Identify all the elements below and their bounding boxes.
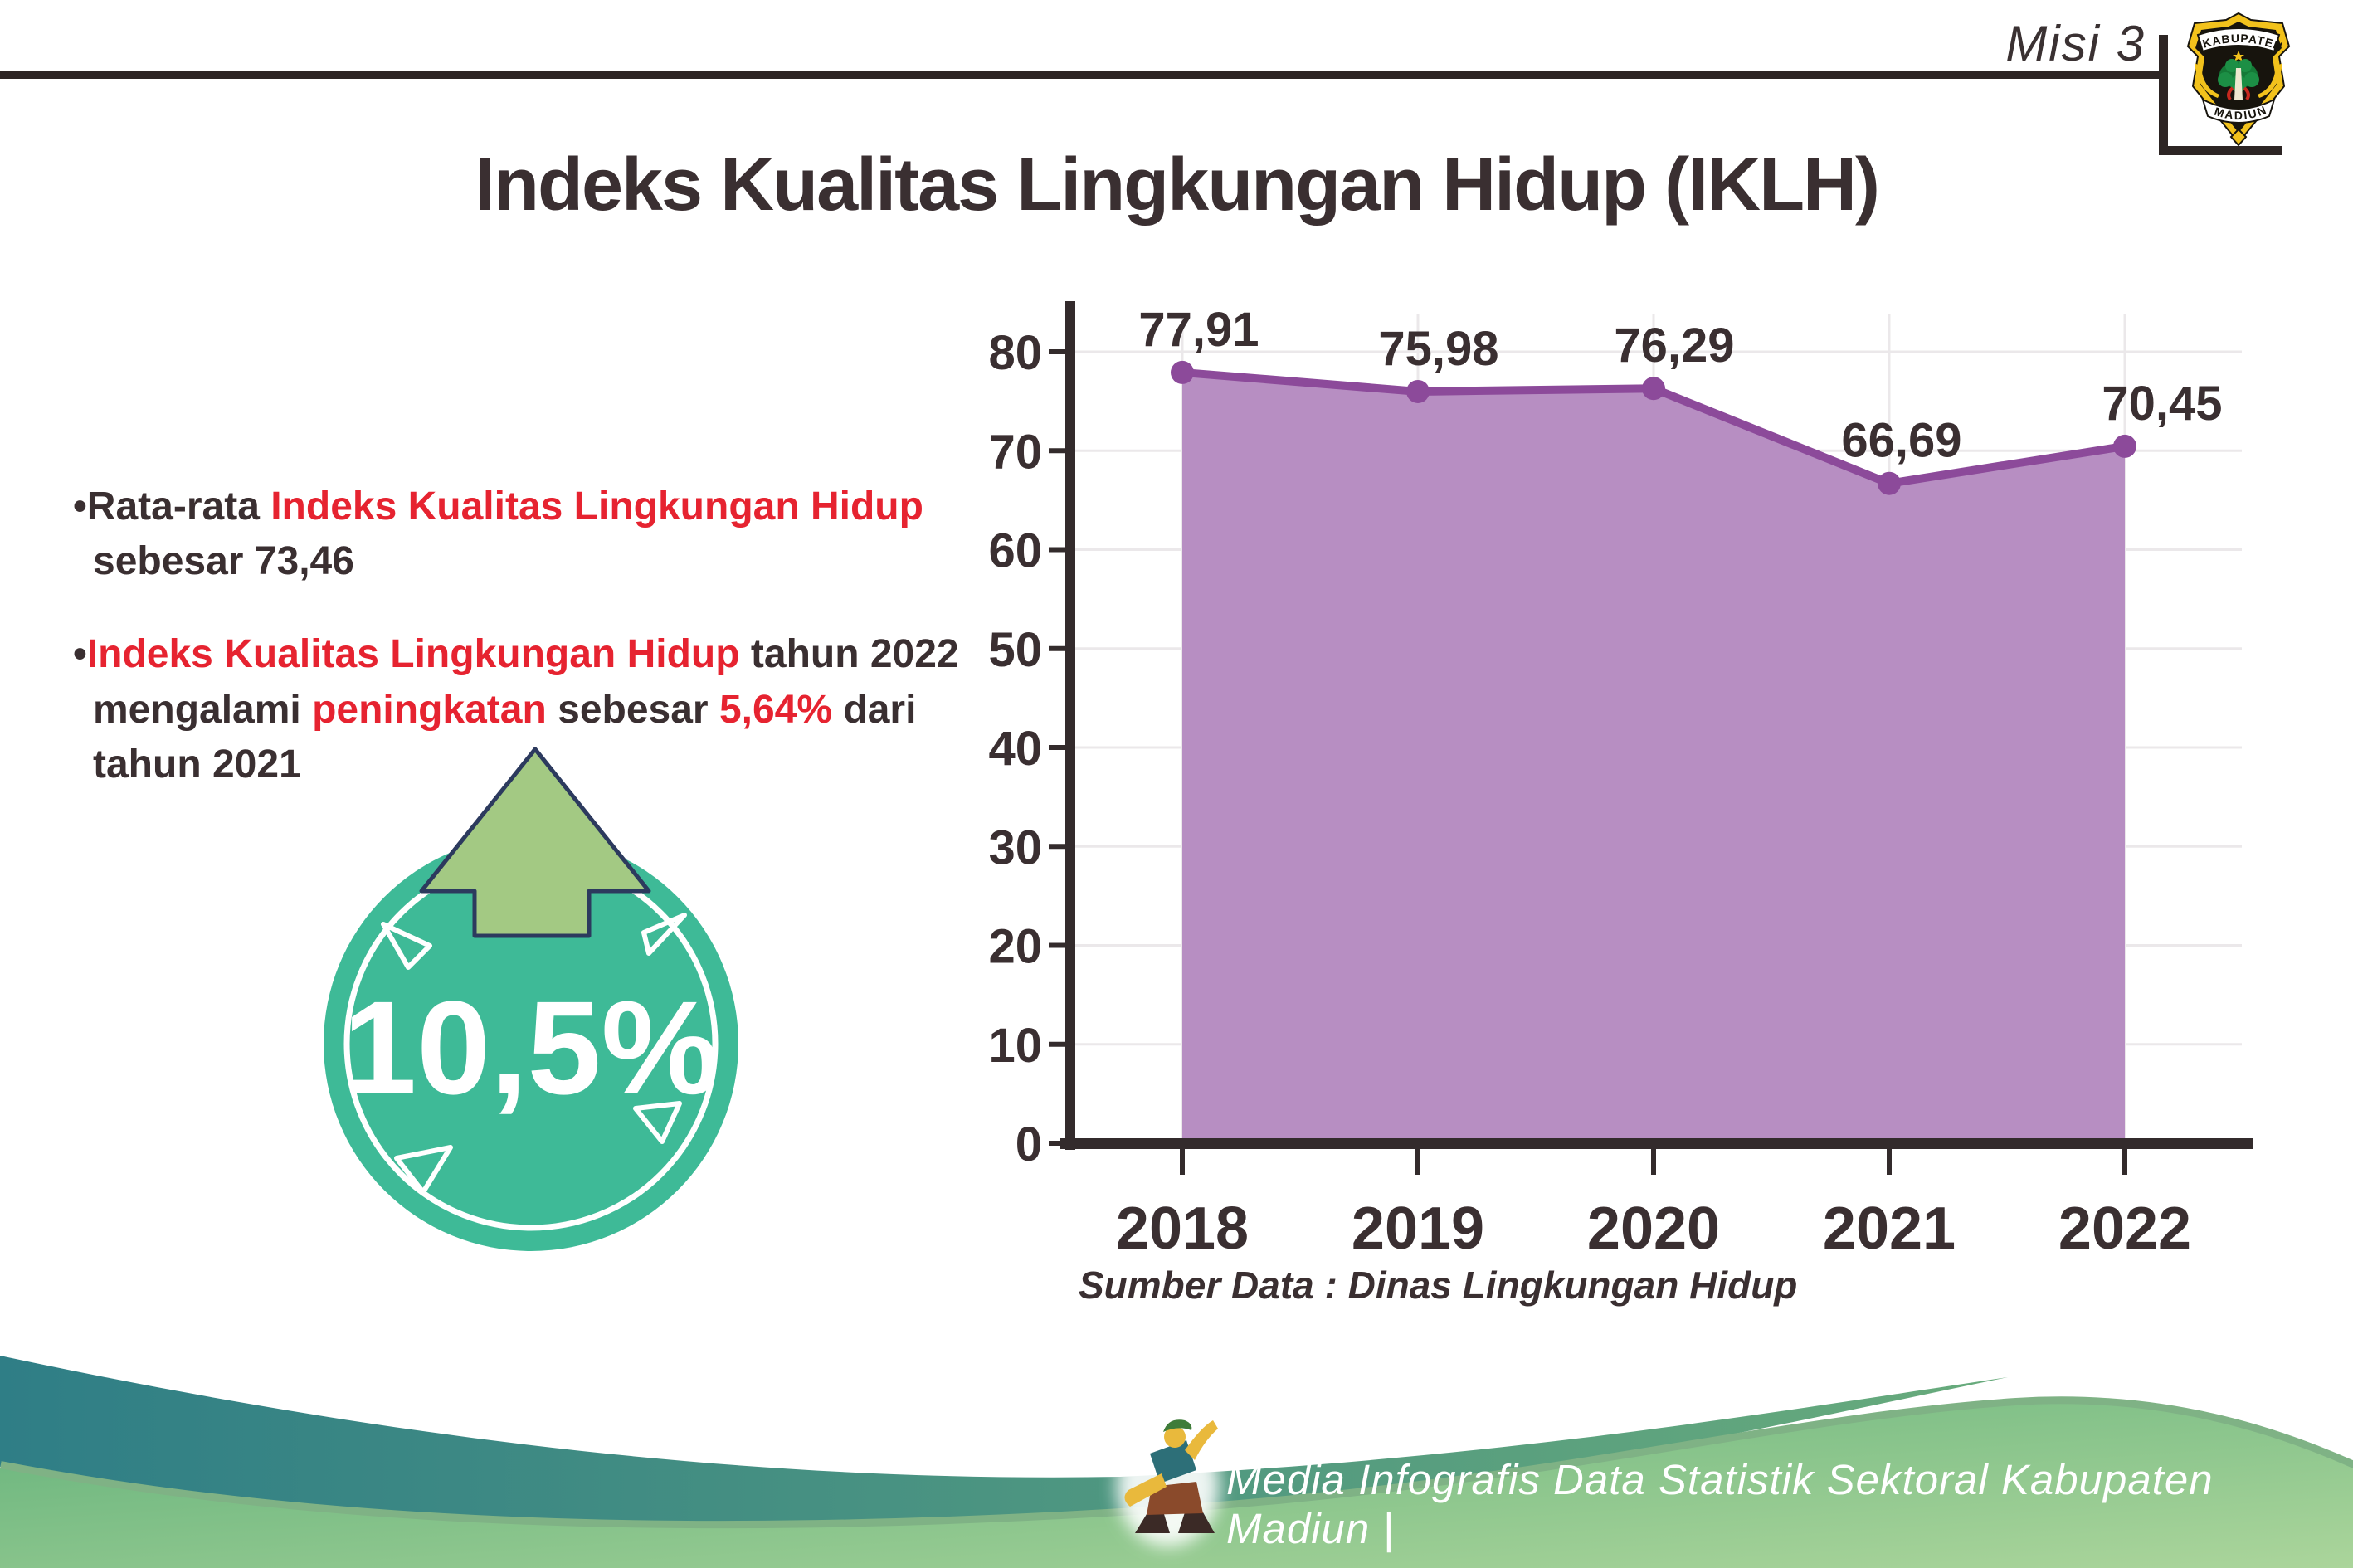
- bullet-text-segment: 5,64%: [719, 687, 833, 732]
- mascot-sarong: [1147, 1482, 1203, 1515]
- badge-accent-triangle: [641, 913, 687, 956]
- bullet-text-segment: Indeks Kualitas Lingkungan Hidup: [86, 632, 740, 677]
- crest-trunk: [2234, 68, 2243, 100]
- data-point: [1406, 379, 1430, 403]
- badge-accent-triangle: [633, 1101, 682, 1144]
- crest-tree-leaf: [2239, 59, 2252, 72]
- y-tick-label: 10: [988, 1019, 1042, 1073]
- bullet-item: •Indeks Kualitas Lingkungan Hidup tahun …: [73, 627, 1011, 792]
- badge-accent-triangle: [394, 1145, 453, 1195]
- y-tick-label: 80: [988, 326, 1042, 380]
- mascot-cap: [1163, 1419, 1192, 1432]
- data-point: [1878, 471, 1901, 495]
- crest-top-banner: [2196, 27, 2281, 53]
- data-label: 66,69: [1841, 414, 1961, 468]
- dancer-mascot-icon: [1117, 1419, 1220, 1546]
- y-tick-label: 60: [988, 524, 1042, 578]
- misi-label: Misi 3: [2005, 16, 2146, 71]
- chart-source-label: Sumber Data : Dinas Lingkungan Hidup: [1079, 1264, 1797, 1307]
- crest-red-ornament: [2243, 86, 2250, 101]
- x-axis-label: 2019: [1352, 1195, 1484, 1262]
- header-divider-line: [0, 71, 2162, 79]
- crest-bottom-diamond: [2229, 128, 2248, 147]
- data-label: 70,45: [2102, 377, 2222, 431]
- mascot-arm: [1185, 1420, 1218, 1460]
- x-axis-label: 2020: [1587, 1195, 1720, 1262]
- data-point: [1171, 360, 1194, 384]
- y-tick-label: 0: [1016, 1118, 1042, 1171]
- increase-badge: 10,5%: [324, 747, 738, 1251]
- footer-caption: Media Infografis Data Statistik Sektoral…: [1226, 1456, 2214, 1552]
- crest-right-wing: [2258, 63, 2282, 98]
- bullet-item: •Rata-rata Indeks Kualitas Lingkungan Hi…: [73, 480, 1011, 589]
- y-axis-line: [1065, 301, 1075, 1150]
- crest-bottom-banner: [2201, 98, 2276, 124]
- badge-circle: [324, 836, 738, 1251]
- badge-value: 10,5%: [343, 973, 719, 1122]
- kabupaten-madiun-crest-logo: KABUPATEN MADIUN: [2186, 12, 2291, 147]
- crest-tree-leaf: [2218, 72, 2233, 87]
- data-label: 76,29: [1614, 319, 1734, 373]
- mascot-sash: [1150, 1440, 1196, 1483]
- up-arrow-icon: [419, 747, 651, 938]
- bullet-text-segment: peningkatan: [312, 687, 547, 732]
- bullet-text-segment: sebesar: [546, 687, 719, 732]
- crest-tree-leaf: [2244, 72, 2259, 87]
- x-axis-label: 2022: [2058, 1195, 2191, 1262]
- bullet-text-segment: dari tahun 2021: [93, 687, 917, 786]
- crest-red-ornament: [2227, 86, 2234, 101]
- mascot-head: [1164, 1426, 1186, 1448]
- bullet-text-segment: Indeks Kualitas Lingkungan Hidup: [270, 485, 923, 528]
- iklh-area-chart: 0 10 20 30 40 50 60 70 80 2018 2019 2020 2021 2022 77,…: [988, 301, 2253, 1307]
- page-title: Indeks Kualitas Lingkungan Hidup (IKLH): [474, 144, 1880, 227]
- y-tick-label: 50: [988, 623, 1042, 677]
- crest-left-wing: [2195, 63, 2219, 98]
- data-point: [2113, 434, 2136, 458]
- crest-star-icon: [2233, 51, 2244, 61]
- logo-bracket-vertical: [2159, 35, 2168, 155]
- x-axis-line: [1060, 1138, 2253, 1149]
- bullet-text-segment: •: [73, 632, 87, 677]
- wave-green-fill: [0, 1404, 2353, 1568]
- crest-tree-leaf: [2225, 59, 2239, 72]
- y-tick-label: 40: [988, 722, 1042, 776]
- bullet-text-segment: •Rata-rata: [73, 485, 271, 528]
- logo-bracket-horizontal: [2159, 146, 2282, 155]
- y-tick-label: 20: [988, 920, 1042, 974]
- data-label: 77,91: [1138, 303, 1259, 357]
- data-label: 75,98: [1378, 322, 1498, 376]
- badge-accent-triangle: [381, 922, 432, 970]
- bullet-text-segment: tahun 2022 mengalami: [93, 632, 959, 732]
- mascot-arm: [1124, 1473, 1167, 1507]
- bullet-text-segment: sebesar 73,46: [93, 539, 354, 584]
- x-axis-label: 2018: [1116, 1195, 1249, 1262]
- y-tick-label: 30: [988, 821, 1042, 874]
- x-axis-label: 2021: [1823, 1195, 1956, 1262]
- bullet-list: •Rata-rata Indeks Kualitas Lingkungan Hi…: [73, 480, 1011, 830]
- footer-wave: [0, 1356, 2353, 1568]
- area-series: [1182, 372, 2125, 1144]
- data-point: [1642, 377, 1665, 401]
- y-tick-label: 70: [988, 425, 1042, 479]
- wave-teal-band: [0, 1356, 2008, 1526]
